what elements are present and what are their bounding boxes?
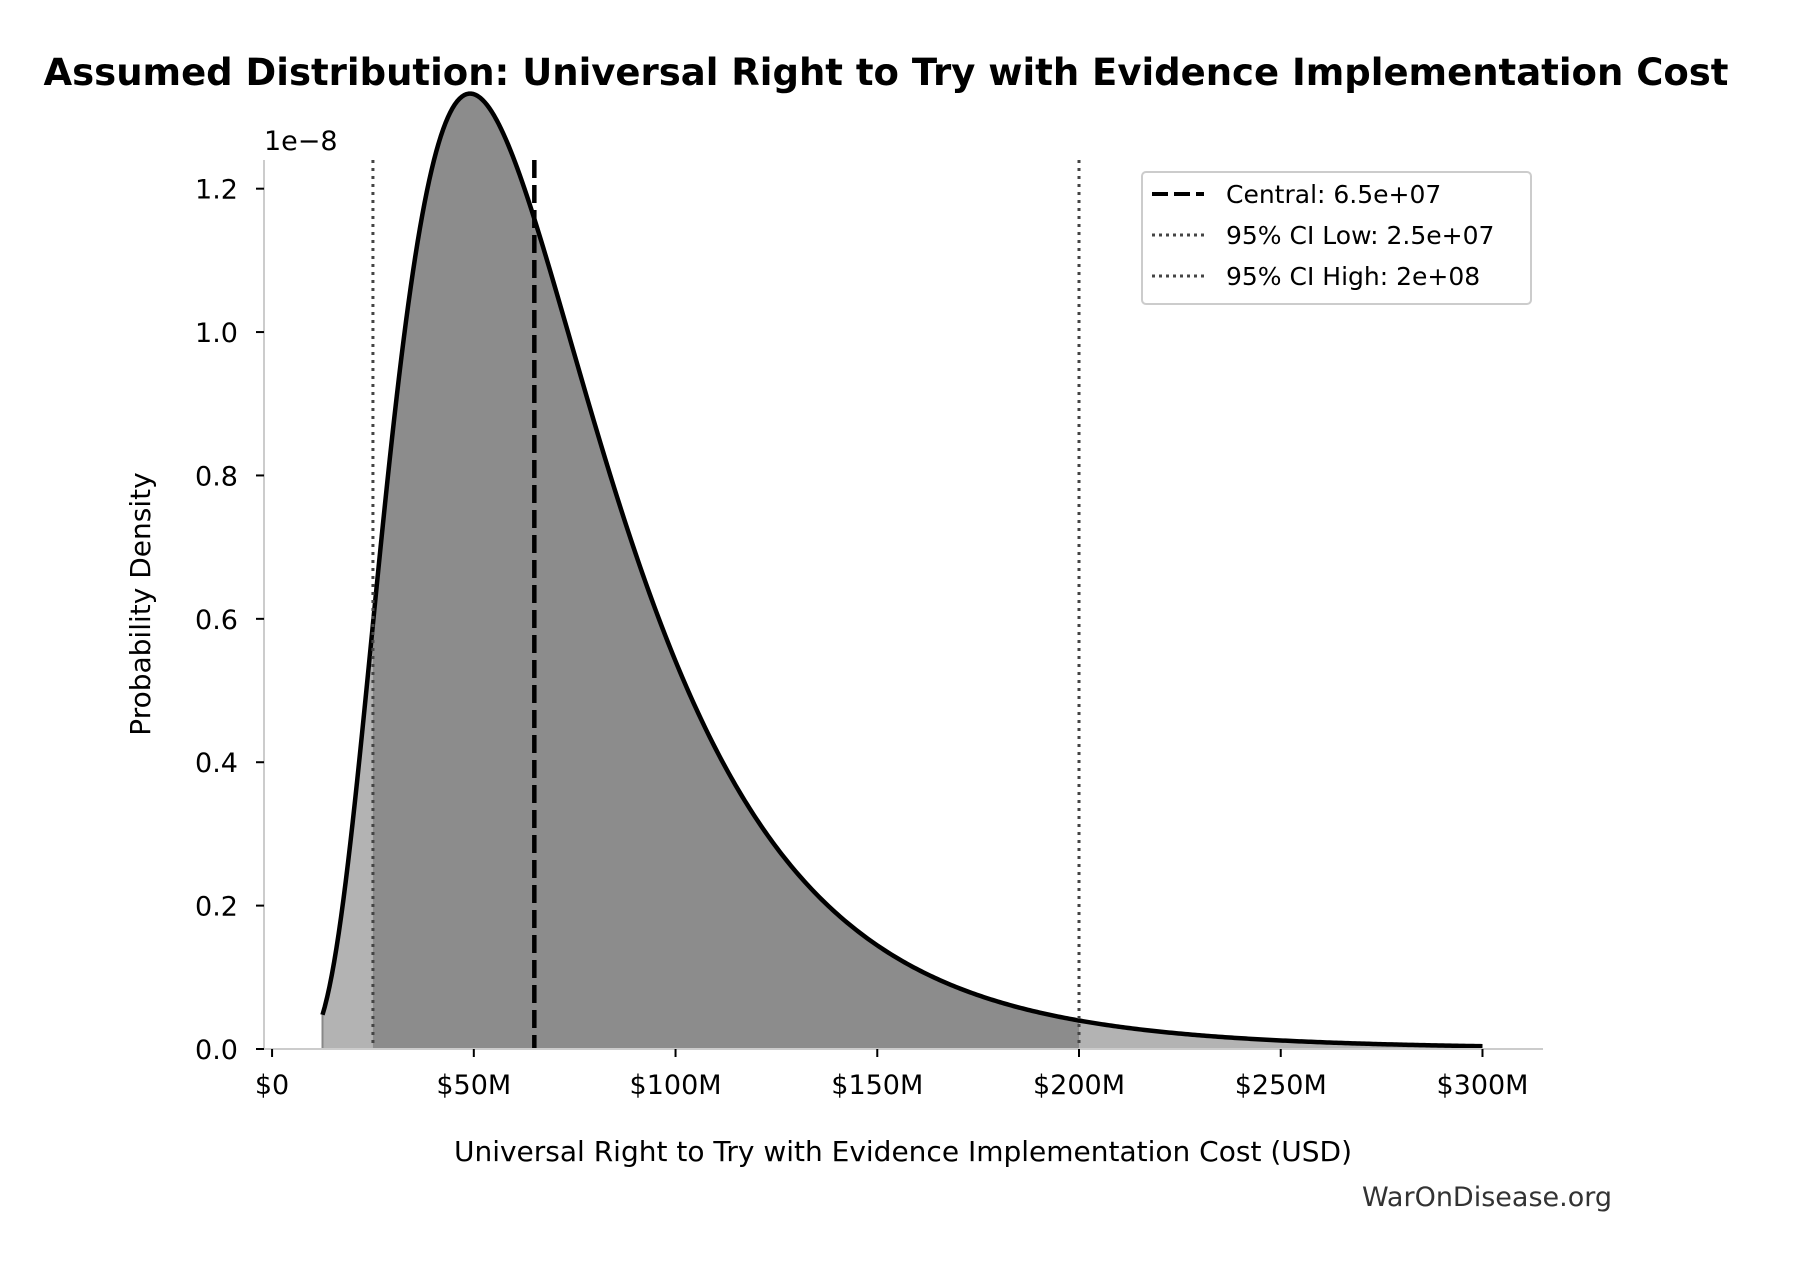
legend-central-label: Central: 6.5e+07 [1226,180,1441,209]
density-fill-ci [372,93,1080,1049]
y-tick-label: 1.2 [195,175,238,206]
y-tick-label: 0.0 [195,1035,238,1066]
density-curve [320,91,1483,1049]
x-tick-label: $250M [1235,1070,1327,1101]
x-tick-label: $200M [1033,1070,1125,1101]
legend-ci-high-label: 95% CI High: 2e+08 [1226,262,1480,291]
x-tick-label: $50M [436,1070,511,1101]
axes [263,160,1543,1050]
y-tick-label: 0.2 [195,892,238,923]
y-offset-label: 1e−8 [264,126,338,157]
legend: Central: 6.5e+07 95% CI Low: 2.5e+07 95%… [1141,171,1532,305]
x-tick-label: $0 [255,1070,289,1101]
watermark: WarOnDisease.org [1362,1182,1612,1213]
chart-title: Assumed Distribution: Universal Right to… [44,51,1729,94]
plot-area [320,91,1483,1050]
legend-ci-low-label: 95% CI Low: 2.5e+07 [1226,221,1494,250]
x-tick-label: $150M [831,1070,923,1101]
y-tick-label: 1.0 [195,318,238,349]
ticks: $0 $50M $100M $150M $200M $250M $300M 0.0 0.2 0.4… [195,175,1528,1101]
y-tick-label: 0.4 [195,748,238,779]
x-tick-label: $100M [630,1070,722,1101]
y-axis-label: Probability Density [124,472,157,735]
legend-frame [1141,171,1532,305]
y-tick-label: 0.6 [195,605,238,636]
x-axis-label: Universal Right to Try with Evidence Imp… [454,1135,1352,1168]
y-tick-label: 0.8 [195,461,238,492]
x-tick-label: $300M [1436,1070,1528,1101]
